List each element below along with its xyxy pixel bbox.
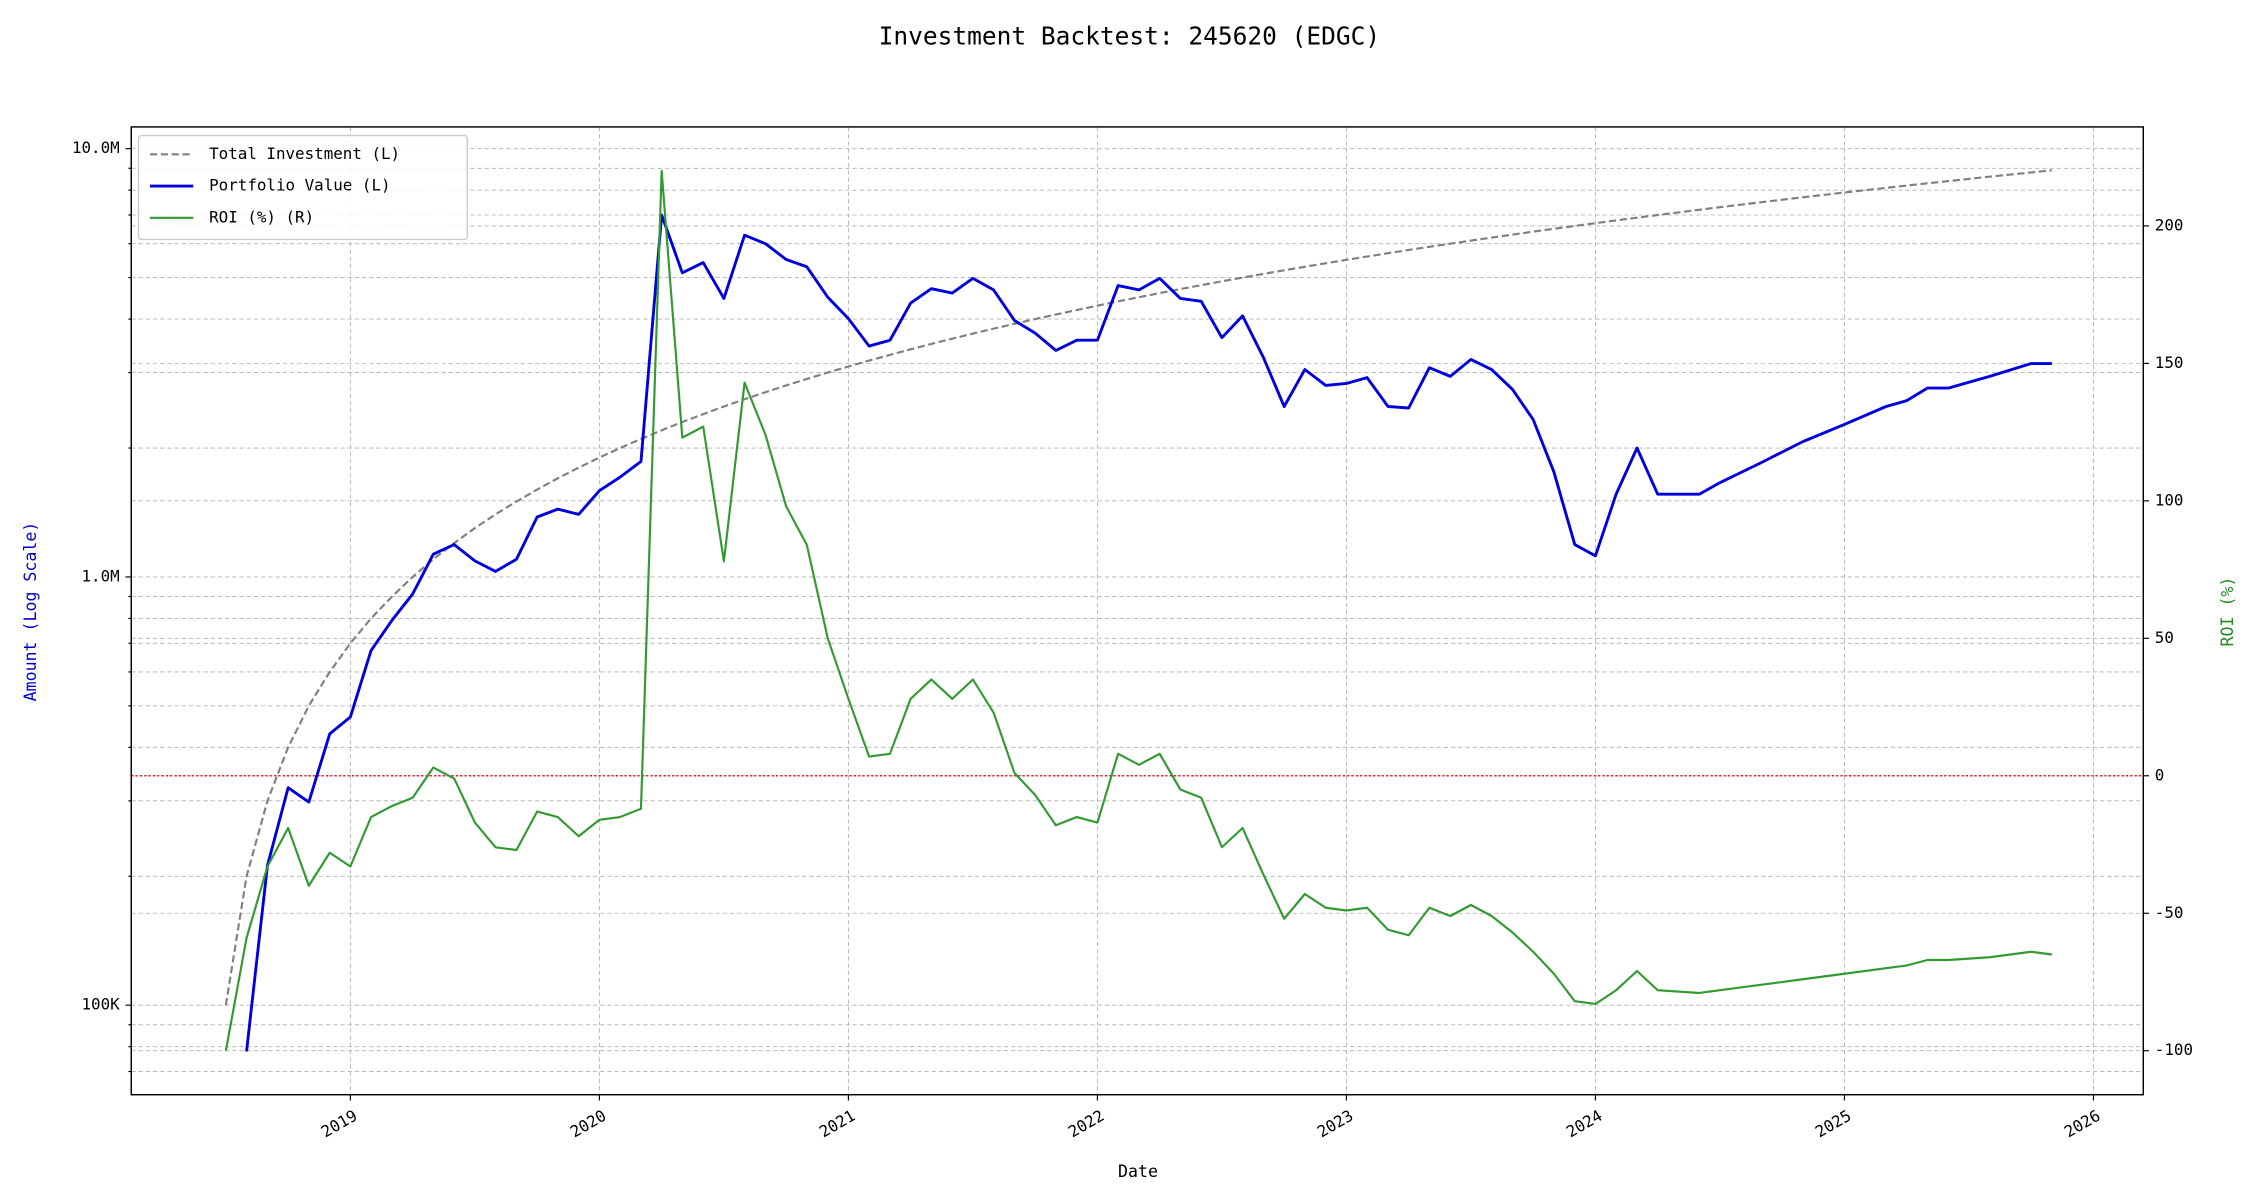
y2-axis-label: ROI (%) — [2218, 577, 2237, 647]
y2-tick-label: 150 — [2155, 353, 2184, 372]
grid — [131, 126, 2144, 1095]
plot-area — [131, 169, 2144, 1052]
x-tick-label: 2023 — [1314, 1106, 1357, 1142]
series-line — [245, 213, 2052, 1052]
y2-tick-label: 100 — [2155, 490, 2184, 509]
x-tick-label: 2026 — [2061, 1106, 2104, 1142]
y2-tick-label: 200 — [2155, 215, 2184, 234]
y-tick-label: 100K — [82, 995, 121, 1014]
legend-box — [137, 134, 469, 241]
plot-frame — [130, 126, 2144, 1096]
y2-tick-label: 0 — [2155, 765, 2165, 784]
y-axis-label: Amount (Log Scale) — [21, 522, 40, 702]
x-tick-label: 2024 — [1563, 1106, 1606, 1142]
x-axis-label: Date — [1118, 1162, 1158, 1181]
x-tick-label: 2022 — [1065, 1106, 1108, 1142]
y2-tick-label: 50 — [2155, 628, 2174, 647]
series-line — [224, 169, 2053, 1051]
legend-label: Portfolio Value (L) — [209, 176, 390, 195]
legend-label: ROI (%) (R) — [209, 207, 314, 226]
chart-title: Investment Backtest: 245620 (EDGC) — [879, 22, 1381, 51]
y-tick-label: 10.0M — [72, 138, 120, 157]
series-line — [224, 169, 2052, 1006]
x-tick-label: 2021 — [816, 1106, 859, 1142]
y-tick-label: 1.0M — [82, 566, 120, 585]
x-tick-label: 2020 — [567, 1106, 610, 1142]
y2-tick-label: -100 — [2155, 1040, 2193, 1059]
legend: Total Investment (L) Portfolio Value (L) R… — [137, 134, 469, 241]
y2-tick-label: -50 — [2155, 903, 2184, 922]
legend-label: Total Investment (L) — [209, 144, 400, 163]
x-tick-label: 2025 — [1812, 1106, 1855, 1142]
x-tick-label: 2019 — [318, 1106, 361, 1142]
